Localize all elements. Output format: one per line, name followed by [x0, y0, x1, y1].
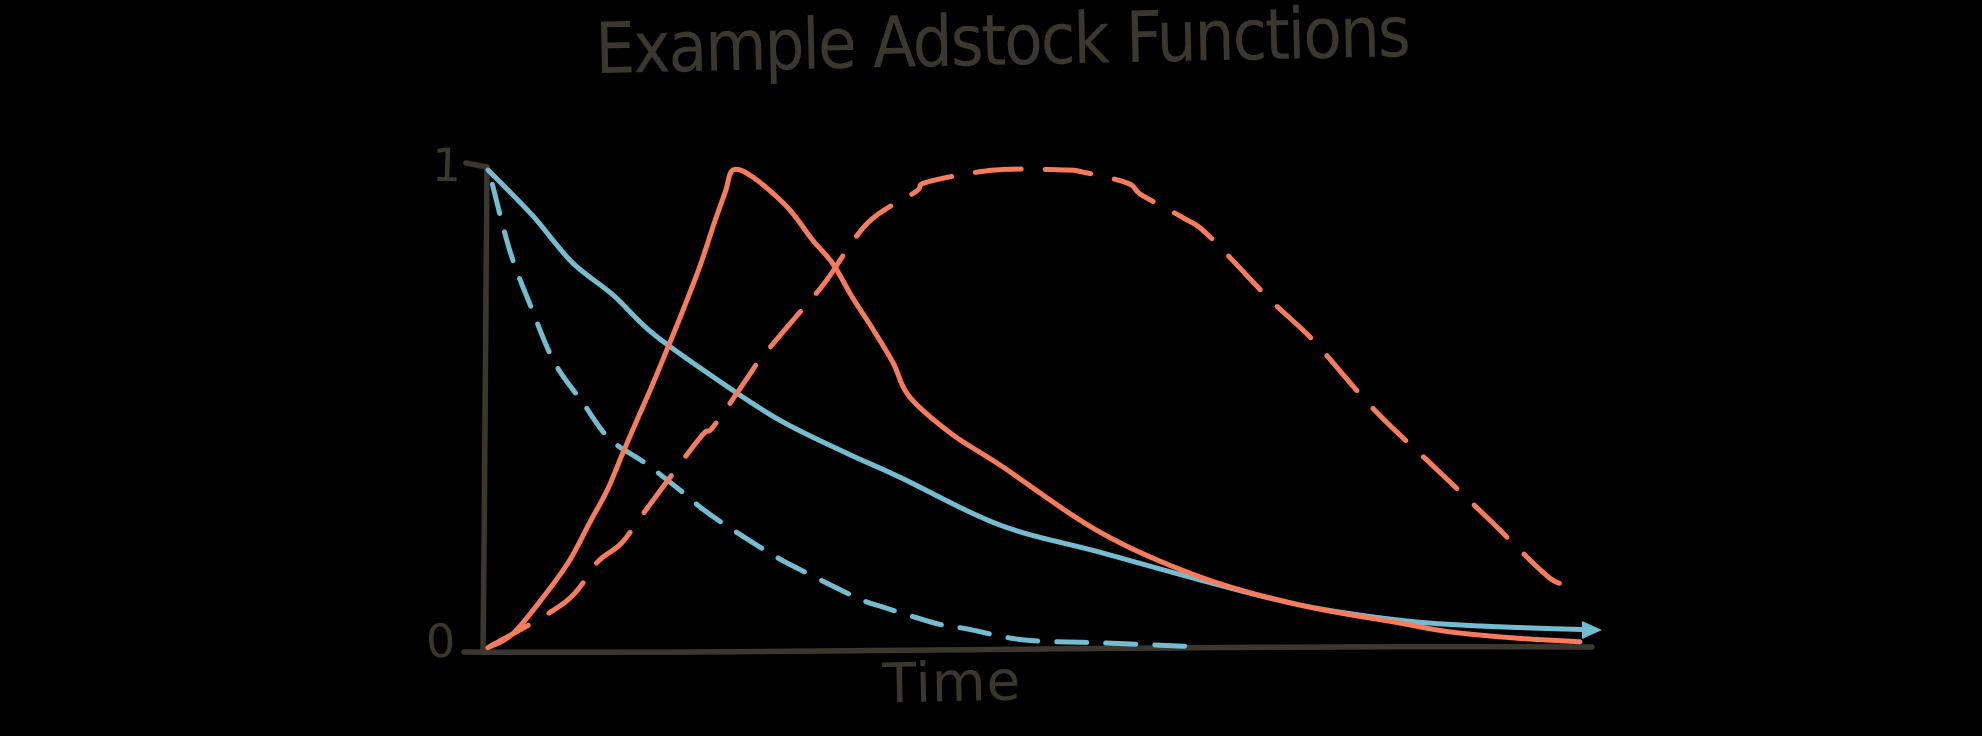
series-teal-solid-slow-decay [485, 167, 1595, 633]
series-coral-solid-early-peak [485, 166, 1583, 651]
x-axis-title: Time [881, 648, 1023, 716]
x-axis [461, 643, 1595, 656]
teal-line-arrowhead-icon [1582, 621, 1602, 639]
series-coral-dashed-late-peak [485, 166, 1578, 651]
y-axis-min-tick-label: 0 [424, 613, 457, 669]
y-axis-max-tick-label: 1 [431, 137, 463, 193]
y-axis [463, 160, 490, 653]
series-teal-dashed-fast-decay [489, 181, 1188, 649]
